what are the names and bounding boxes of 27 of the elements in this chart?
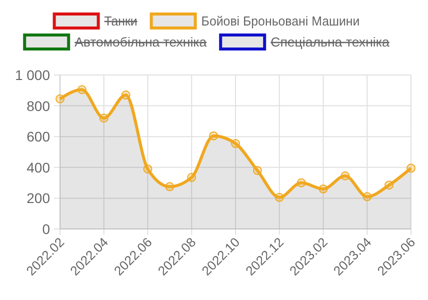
legend-label: Спеціальна техніка [270, 34, 390, 50]
point [165, 182, 174, 192]
point [362, 192, 372, 202]
y-tick-label: 600 [26, 128, 50, 145]
y-tick-label: 800 [26, 98, 50, 114]
y-tick-label: 1 000 [14, 67, 50, 83]
y-tick-label: 200 [26, 190, 50, 206]
point [209, 131, 218, 140]
point [340, 171, 350, 180]
point [384, 180, 394, 190]
legend-label: Танки [104, 14, 140, 28]
point [231, 139, 240, 148]
point [121, 90, 130, 100]
point [187, 172, 196, 182]
legend-label: Автомобільна техніка [74, 34, 208, 50]
legend-label: Бойові Броньовані Машини [201, 14, 368, 28]
point [406, 164, 416, 173]
point [77, 85, 86, 94]
point [252, 166, 262, 175]
point [274, 192, 284, 202]
point [99, 114, 108, 123]
point [143, 164, 152, 174]
point [318, 184, 328, 194]
y-tick-label: 400 [26, 159, 50, 176]
point [56, 94, 64, 104]
point [296, 178, 306, 188]
y-tick-label: 0 [42, 221, 50, 237]
